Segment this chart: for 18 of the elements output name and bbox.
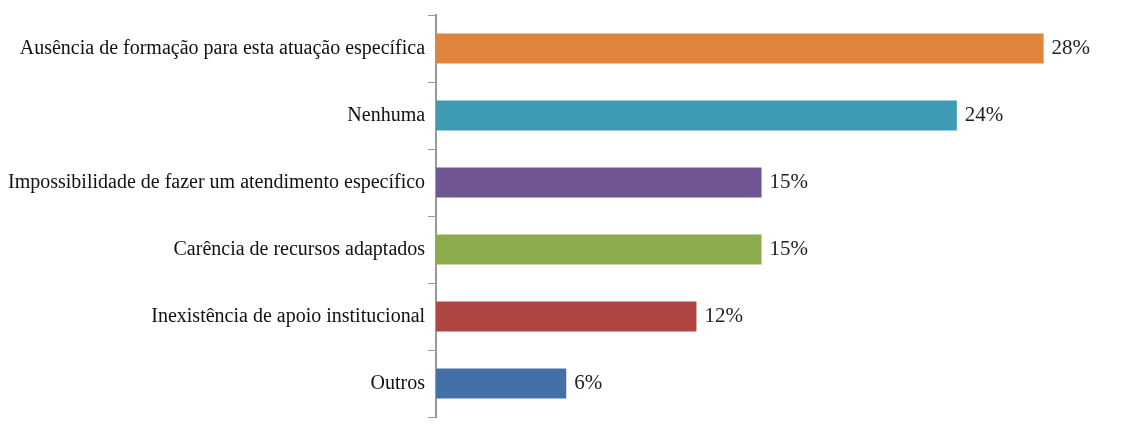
y-tick-label: Outros: [370, 370, 426, 393]
y-tick-label: Nenhuma: [347, 102, 426, 125]
bar: [436, 368, 567, 399]
y-tick-label: Carência de recursos adaptados: [173, 236, 426, 260]
y-tick-label: Ausência de formação para esta atuação específica: [19, 35, 426, 59]
y-tick-label: Inexistência de apoio institucional: [151, 303, 426, 327]
data-label: 15%: [769, 236, 809, 261]
bar: [436, 301, 697, 332]
data-label: 6%: [574, 370, 603, 395]
data-label: 12%: [704, 303, 743, 328]
data-label: 24%: [964, 102, 1004, 127]
data-label: 28%: [1051, 35, 1091, 60]
bar: [436, 33, 1044, 64]
y-tick-label: Impossibilidade de fazer um atendimento específico: [7, 169, 426, 193]
bar: [436, 100, 957, 131]
bar: [436, 234, 762, 265]
bar: [436, 167, 762, 198]
data-label: 15%: [769, 169, 809, 194]
